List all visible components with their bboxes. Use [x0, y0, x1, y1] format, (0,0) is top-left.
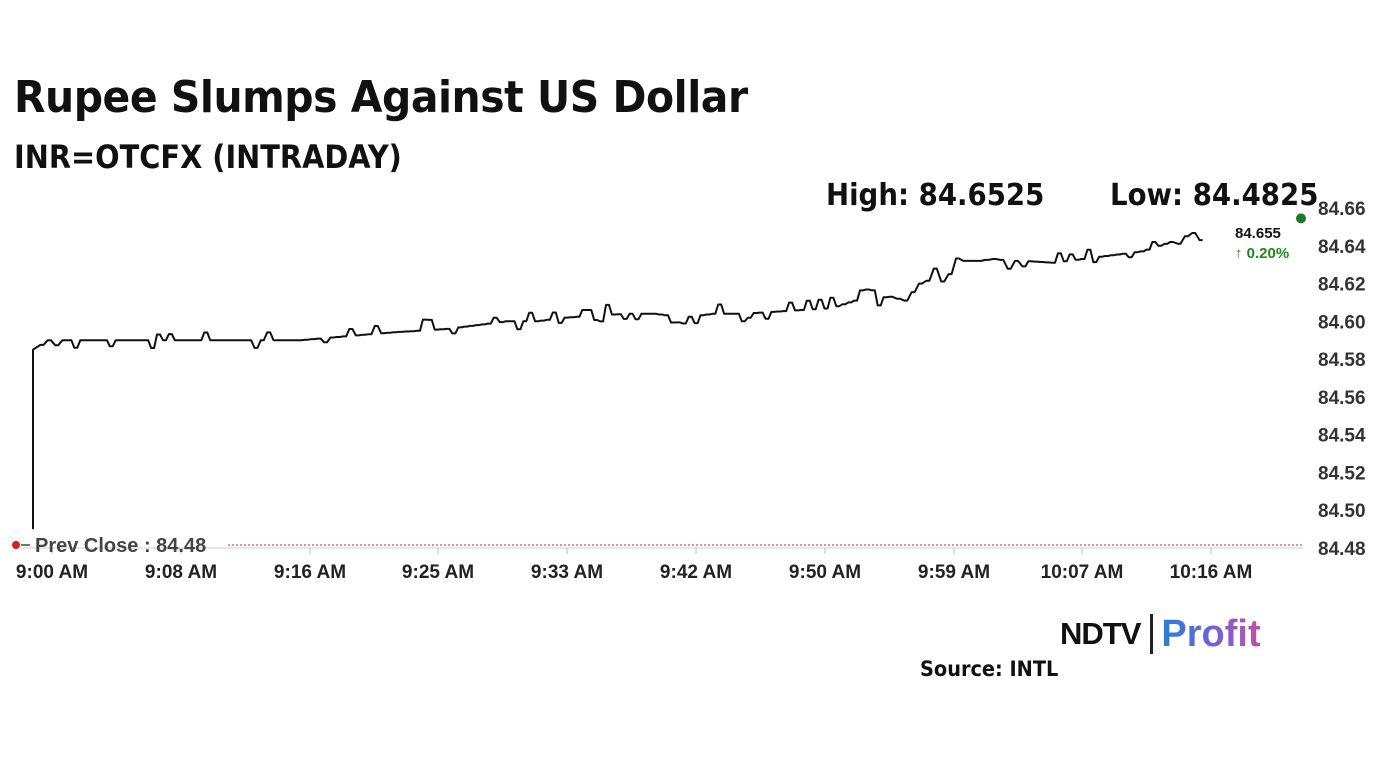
x-tick-label: 10:07 AM [1041, 562, 1124, 583]
y-tick-label: 84.52 [1318, 463, 1366, 484]
low-label: Low: 84.4825 [1110, 178, 1319, 213]
x-tick-label: 9:08 AM [145, 562, 217, 583]
x-tick-label: 9:16 AM [274, 562, 346, 583]
ndtv-profit-logo: NDTV Profit [1060, 612, 1261, 656]
profit-wordmark: Profit [1161, 612, 1261, 655]
x-tick-label: 9:25 AM [402, 562, 474, 583]
y-tick-label: 84.64 [1318, 237, 1366, 258]
x-tick-label: 9:33 AM [531, 562, 603, 583]
y-axis: 84.66 84.64 84.62 84.60 84.58 84.56 84.54 84.52… [1318, 199, 1366, 560]
y-tick-label: 84.50 [1318, 501, 1366, 522]
x-tick-label: 9:50 AM [789, 562, 861, 583]
prev-close-label: Prev Close : 84.48 [35, 535, 206, 557]
source-note: Source: INTL [920, 657, 1059, 681]
y-tick-label: 84.56 [1318, 388, 1366, 409]
logo-divider [1150, 614, 1154, 654]
y-tick-label: 84.60 [1318, 312, 1366, 333]
y-tick-label: 84.62 [1318, 275, 1366, 296]
x-tick-label: 9:42 AM [660, 562, 732, 583]
last-point-dot [1296, 213, 1306, 224]
chart-title: Rupee Slumps Against US Dollar [14, 72, 748, 123]
x-tick-label: 10:16 AM [1170, 562, 1253, 583]
chart-subtitle: INR=OTCFX (INTRADAY) [14, 138, 402, 176]
prev-close-dot [12, 541, 20, 549]
x-axis: 9:00 AM 9:08 AM 9:16 AM 9:25 AM 9:33 AM 9:42 … [14, 547, 1303, 583]
last-value-label: 84.655 [1235, 225, 1281, 242]
change-percent-label: ↑ 0.20% [1235, 245, 1289, 262]
series-line [32, 232, 1203, 530]
x-tick-label: 9:59 AM [918, 562, 990, 583]
x-tick-label: 9:00 AM [16, 562, 88, 583]
y-tick-label: 84.58 [1318, 350, 1366, 371]
y-tick-label: 84.48 [1318, 539, 1366, 560]
high-label: High: 84.6525 [826, 178, 1045, 213]
y-tick-label: 84.66 [1318, 199, 1366, 220]
y-tick-label: 84.54 [1318, 426, 1366, 447]
ndtv-wordmark: NDTV [1060, 616, 1141, 651]
